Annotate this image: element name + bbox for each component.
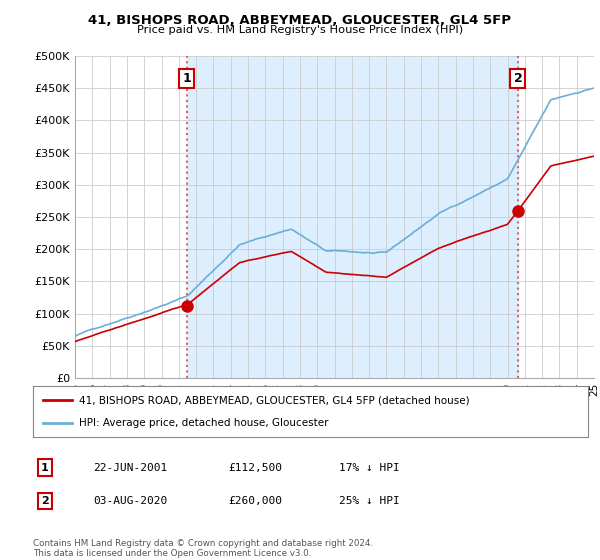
Text: 41, BISHOPS ROAD, ABBEYMEAD, GLOUCESTER, GL4 5FP: 41, BISHOPS ROAD, ABBEYMEAD, GLOUCESTER,… [89, 14, 511, 27]
Text: 41, BISHOPS ROAD, ABBEYMEAD, GLOUCESTER, GL4 5FP (detached house): 41, BISHOPS ROAD, ABBEYMEAD, GLOUCESTER,… [79, 395, 469, 405]
Text: 17% ↓ HPI: 17% ↓ HPI [339, 463, 400, 473]
Text: 25% ↓ HPI: 25% ↓ HPI [339, 496, 400, 506]
Text: 22-JUN-2001: 22-JUN-2001 [93, 463, 167, 473]
Text: £112,500: £112,500 [228, 463, 282, 473]
Text: Contains HM Land Registry data © Crown copyright and database right 2024.
This d: Contains HM Land Registry data © Crown c… [33, 539, 373, 558]
Bar [187, 56, 518, 378]
Text: Price paid vs. HM Land Registry's House Price Index (HPI): Price paid vs. HM Land Registry's House … [137, 25, 463, 35]
Text: 03-AUG-2020: 03-AUG-2020 [93, 496, 167, 506]
Text: HPI: Average price, detached house, Gloucester: HPI: Average price, detached house, Glou… [79, 418, 328, 428]
Text: 1: 1 [182, 72, 191, 85]
Text: 2: 2 [41, 496, 49, 506]
Text: 2: 2 [514, 72, 522, 85]
Text: £260,000: £260,000 [228, 496, 282, 506]
Text: 1: 1 [41, 463, 49, 473]
